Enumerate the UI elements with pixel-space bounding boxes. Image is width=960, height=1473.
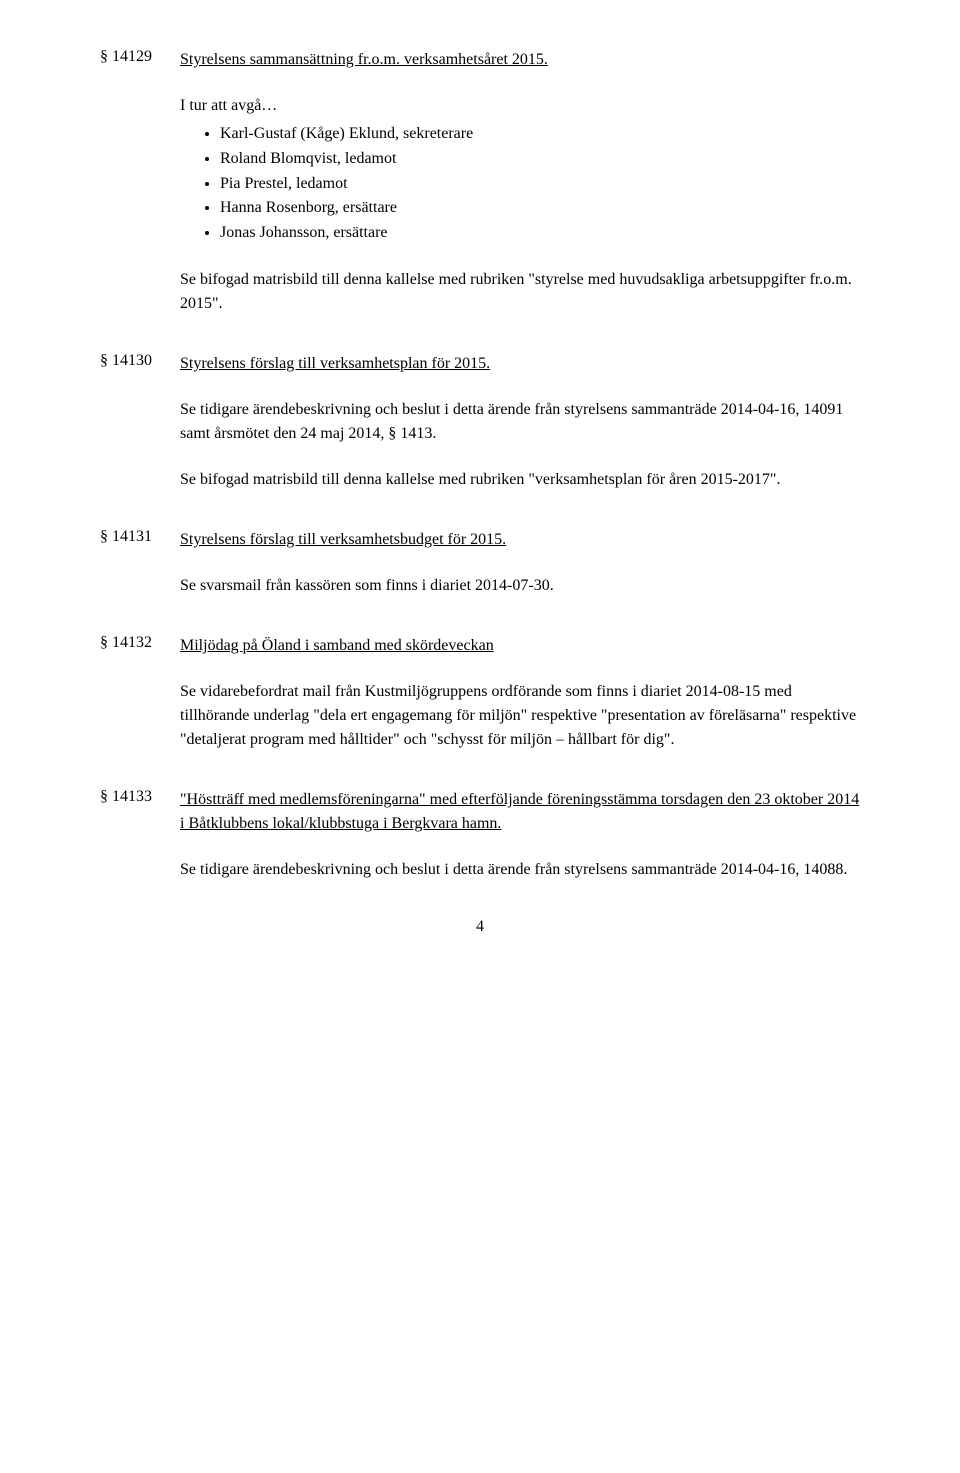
section-row: § 14130 Styrelsens förslag till verksamh…	[100, 352, 860, 492]
section-body: Styrelsens förslag till verksamhetsplan …	[180, 352, 860, 492]
paragraph: Se vidarebefordrat mail från Kustmiljögr…	[180, 680, 860, 752]
section-number: § 14130	[100, 352, 152, 370]
section-title: Styrelsens förslag till verksamhetsbudge…	[180, 528, 860, 552]
list-item: Hanna Rosenborg, ersättare	[220, 196, 860, 221]
section-row: § 14133 "Höstträff med medlemsföreningar…	[100, 788, 860, 882]
section-row: § 14132 Miljödag på Öland i samband med …	[100, 634, 860, 752]
paragraph: Se bifogad matrisbild till denna kallels…	[180, 468, 860, 492]
list-item: Roland Blomqvist, ledamot	[220, 147, 860, 172]
section-number: § 14132	[100, 634, 152, 652]
section-title: "Höstträff med medlemsföreningarna" med …	[180, 788, 860, 836]
paragraph: Se tidigare ärendebeskrivning och beslut…	[180, 398, 860, 446]
section-row: § 14129 Styrelsens sammansättning fr.o.m…	[100, 48, 860, 316]
section-body: Miljödag på Öland i samband med skördeve…	[180, 634, 860, 752]
section-title: Styrelsens sammansättning fr.o.m. verksa…	[180, 48, 860, 72]
section-14133: § 14133 "Höstträff med medlemsföreningar…	[100, 788, 860, 882]
section-title: Styrelsens förslag till verksamhetsplan …	[180, 352, 860, 376]
paragraph: Se tidigare ärendebeskrivning och beslut…	[180, 858, 860, 882]
list-item: Karl-Gustaf (Kåge) Eklund, sekreterare	[220, 122, 860, 147]
section-14132: § 14132 Miljödag på Öland i samband med …	[100, 634, 860, 752]
section-title: Miljödag på Öland i samband med skördeve…	[180, 634, 860, 658]
section-row: § 14131 Styrelsens förslag till verksamh…	[100, 528, 860, 598]
page-number: 4	[100, 918, 860, 936]
section-14129: § 14129 Styrelsens sammansättning fr.o.m…	[100, 48, 860, 316]
section-number: § 14129	[100, 48, 152, 66]
list-item: Pia Prestel, ledamot	[220, 172, 860, 197]
paragraph: Se bifogad matrisbild till denna kallels…	[180, 268, 860, 316]
section-14131: § 14131 Styrelsens förslag till verksamh…	[100, 528, 860, 598]
paragraph: Se svarsmail från kassören som finns i d…	[180, 574, 860, 598]
section-body: Styrelsens sammansättning fr.o.m. verksa…	[180, 48, 860, 316]
lead-text: I tur att avgå…	[180, 94, 860, 118]
section-number: § 14131	[100, 528, 152, 546]
section-body: Styrelsens förslag till verksamhetsbudge…	[180, 528, 860, 598]
section-14130: § 14130 Styrelsens förslag till verksamh…	[100, 352, 860, 492]
section-number: § 14133	[100, 788, 152, 806]
section-body: "Höstträff med medlemsföreningarna" med …	[180, 788, 860, 882]
bullet-list: Karl-Gustaf (Kåge) Eklund, sekreterare R…	[180, 122, 860, 246]
list-item: Jonas Johansson, ersättare	[220, 221, 860, 246]
